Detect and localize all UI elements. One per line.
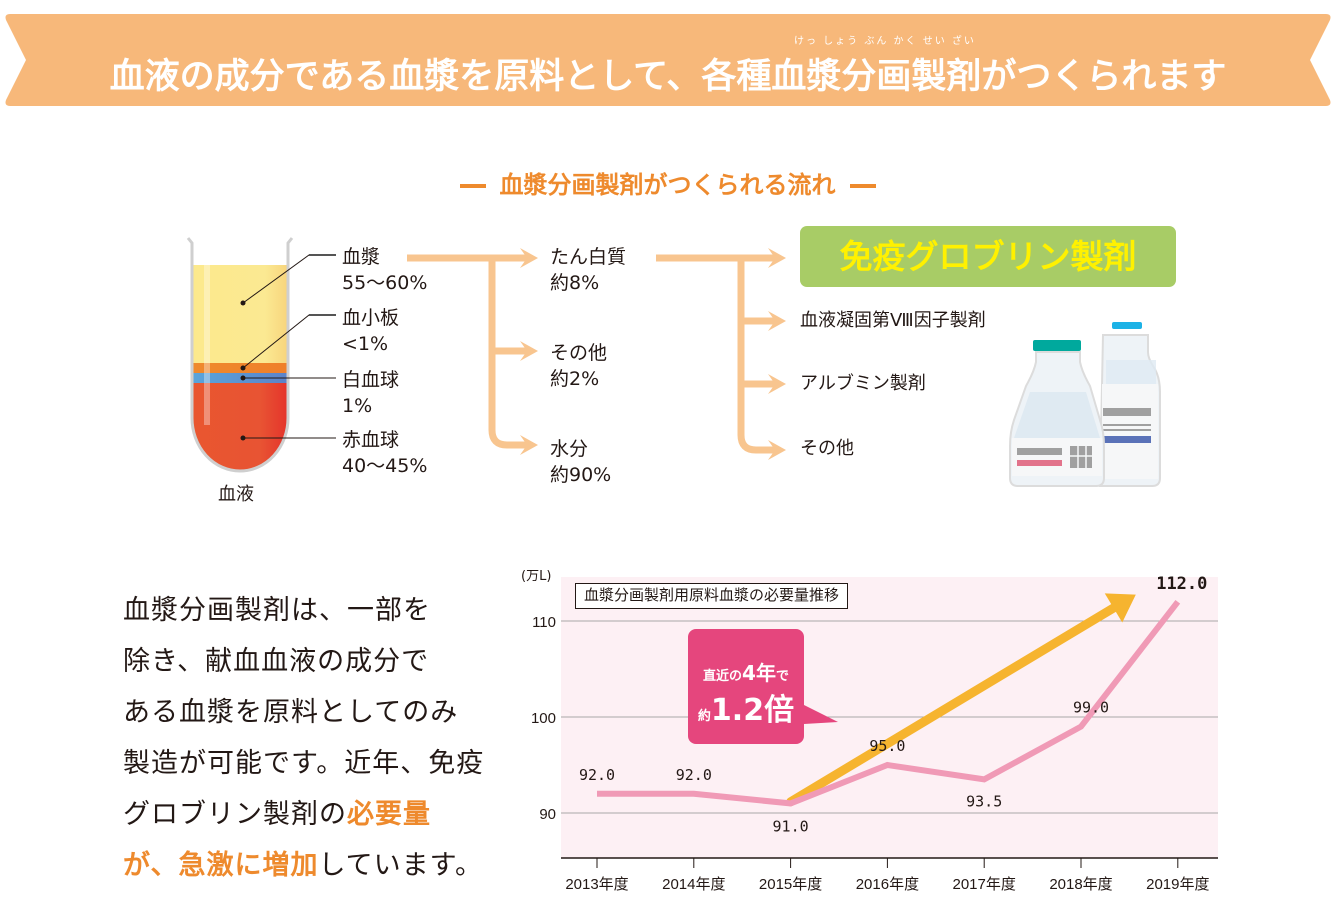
trend-arrow-shaft — [786, 603, 1119, 807]
data-label: 112.0 — [1156, 574, 1207, 594]
y-tick-label: 90 — [539, 806, 556, 823]
tube-caption: 血液 — [218, 484, 254, 505]
y-tick-label: 110 — [532, 614, 556, 631]
banner-title: 血液の成分である血漿を原料として、各種血漿分画製剤がつくられます — [109, 57, 1227, 97]
plasma-component-share: 約2% — [550, 368, 600, 390]
callout-text: で — [775, 669, 789, 684]
medicine-bottles-icon — [1009, 322, 1161, 487]
plasma-component-share: 約8% — [550, 272, 600, 294]
flow-heading: 血漿分画製剤がつくられる流れ — [0, 165, 1335, 200]
plasma-component-name: たん白質 — [550, 246, 627, 268]
x-tick-label: 2015年度 — [759, 876, 822, 893]
flow-arrows-2 — [656, 254, 776, 454]
data-label: 91.0 — [773, 817, 809, 835]
pointer-ticks — [309, 254, 336, 316]
component-name: 白血球 — [342, 369, 400, 391]
data-label: 95.0 — [869, 737, 905, 755]
flow-arrows-1 — [407, 254, 528, 449]
product-immunoglobulin: 免疫グロブリン製剤 — [800, 226, 1176, 287]
data-label: 99.0 — [1073, 699, 1109, 717]
growth-callout: 直近の4年で 約1.2倍 — [688, 629, 804, 744]
data-label: 93.5 — [966, 792, 1002, 810]
para-line: ある血漿を原料としてのみ — [123, 697, 459, 728]
component-share: 55〜60% — [342, 272, 428, 294]
para-highlight: が、急激に増加 — [123, 850, 319, 881]
arrowheads-2 — [768, 248, 786, 460]
header-banner: けっ しょう ぶん かく せい ざい 血液の成分である血漿を原料として、各種血漿… — [4, 14, 1332, 106]
para-text: しています。 — [318, 850, 483, 881]
callout-line-2: 約1.2倍 — [688, 685, 804, 729]
plasma-component-name: 水分 — [550, 438, 589, 460]
plasma-water: 水分 約90% — [550, 436, 611, 488]
y-axis-unit: (万L) — [521, 569, 552, 584]
component-share: <1% — [342, 333, 389, 355]
component-white-cell: 白血球 1% — [342, 367, 399, 419]
x-tick-label: 2014年度 — [662, 876, 725, 893]
component-name: 赤血球 — [342, 429, 400, 451]
y-tick-label: 100 — [531, 710, 556, 727]
component-name: 血小板 — [342, 307, 400, 329]
plasma-protein: たん白質 約8% — [550, 244, 626, 296]
data-label: 92.0 — [676, 766, 712, 784]
callout-text: 約 — [697, 709, 711, 724]
product-albumin: アルブミン製剤 — [800, 373, 926, 394]
para-highlight: 必要量 — [347, 799, 431, 830]
callout-line-1: 直近の4年で — [688, 657, 804, 686]
heading-dash-left — [459, 184, 486, 188]
x-tick-label: 2018年度 — [1049, 876, 1112, 893]
test-tube-icon — [186, 237, 294, 473]
flow-heading-text: 血漿分画製剤がつくられる流れ — [499, 171, 836, 199]
data-label: 92.0 — [579, 766, 615, 784]
callout-tail — [804, 705, 838, 724]
banner-shape — [5, 14, 1331, 106]
para-line: が、急激に増加しています。 — [123, 840, 503, 891]
para-line: 製造が可能です。近年、免疫 — [123, 748, 485, 779]
component-share: 1% — [342, 395, 373, 417]
callout-text: 直近の — [703, 669, 743, 684]
heading-dash-right — [849, 184, 876, 188]
component-platelet: 血小板 <1% — [342, 305, 399, 357]
arrowheads-1 — [520, 248, 538, 455]
x-tick-label: 2019年度 — [1146, 876, 1209, 893]
component-name: 血漿 — [342, 246, 381, 268]
x-tick-label: 2017年度 — [953, 876, 1016, 893]
x-tick-label: 2016年度 — [856, 876, 919, 893]
trend-arrow-head — [1104, 593, 1136, 623]
callout-em: 1.2倍 — [710, 693, 795, 728]
chart-title: 血漿分画製剤用原料血漿の必要量推移 — [575, 583, 849, 609]
banner-ruby: けっ しょう ぶん かく せい ざい — [794, 36, 976, 47]
para-line: 血漿分画製剤は、一部を — [123, 595, 431, 626]
description-paragraph: 血漿分画製剤は、一部を 除き、献血血液の成分で ある血漿を原料としてのみ 製造が… — [123, 585, 503, 891]
component-red-cell: 赤血球 40〜45% — [342, 427, 427, 479]
component-plasma: 血漿 55〜60% — [342, 244, 427, 296]
component-share: 40〜45% — [342, 455, 428, 477]
para-text: グロブリン製剤の — [123, 799, 347, 830]
plasma-other: その他 約2% — [550, 340, 607, 392]
para-line: 除き、献血血液の成分で — [123, 646, 430, 677]
para-line: グロブリン製剤の必要量 — [123, 789, 503, 840]
x-tick-label: 2013年度 — [565, 876, 628, 893]
plasma-component-share: 約90% — [550, 464, 612, 486]
component-dots — [240, 300, 246, 441]
callout-em: 4年 — [742, 661, 776, 685]
plasma-component-name: その他 — [550, 342, 608, 364]
product-other: その他 — [800, 438, 854, 459]
product-factor-viii: 血液凝固第Ⅷ因子製剤 — [800, 310, 986, 331]
